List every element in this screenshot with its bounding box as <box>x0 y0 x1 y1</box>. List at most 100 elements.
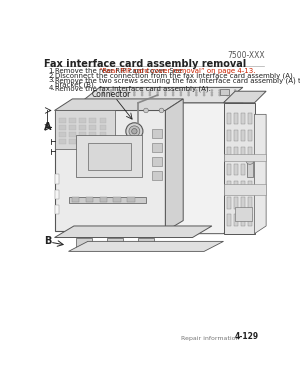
Circle shape <box>110 92 112 94</box>
Bar <box>241 180 245 192</box>
Circle shape <box>134 92 135 94</box>
Bar <box>226 130 231 141</box>
Circle shape <box>118 94 119 96</box>
Circle shape <box>196 92 197 94</box>
Bar <box>248 164 252 175</box>
Bar <box>248 215 252 226</box>
Bar <box>248 130 252 141</box>
Bar <box>107 237 123 247</box>
Circle shape <box>219 94 220 96</box>
Polygon shape <box>165 99 183 231</box>
Circle shape <box>172 90 174 91</box>
Circle shape <box>172 92 174 94</box>
Polygon shape <box>224 91 266 103</box>
Circle shape <box>142 90 143 91</box>
Circle shape <box>134 90 135 91</box>
Bar <box>241 130 245 141</box>
Circle shape <box>110 90 112 91</box>
Bar <box>69 125 76 130</box>
Bar <box>89 125 96 130</box>
Bar <box>241 197 245 209</box>
Bar <box>100 125 106 130</box>
Circle shape <box>196 90 197 91</box>
Circle shape <box>188 92 189 94</box>
Bar <box>226 113 231 124</box>
Circle shape <box>188 90 189 91</box>
Text: Disconnect the connection from the fax interface card assembly (A).: Disconnect the connection from the fax i… <box>55 73 295 79</box>
Bar <box>113 197 121 202</box>
Text: 4.: 4. <box>48 85 55 91</box>
Circle shape <box>149 92 151 94</box>
Bar <box>89 118 96 123</box>
Circle shape <box>235 92 236 94</box>
Bar <box>100 197 107 202</box>
Circle shape <box>132 128 137 134</box>
Bar <box>100 118 106 123</box>
Bar <box>79 132 86 137</box>
Text: Remove the fax interface card assembly (A).: Remove the fax interface card assembly (… <box>55 85 210 92</box>
Text: Repair information: Repair information <box>181 336 239 341</box>
Circle shape <box>203 90 205 91</box>
Circle shape <box>118 90 119 91</box>
Bar <box>248 197 252 209</box>
Bar <box>235 207 252 221</box>
Circle shape <box>144 108 148 113</box>
Circle shape <box>126 94 127 96</box>
Circle shape <box>118 92 119 94</box>
Bar <box>88 143 130 170</box>
Polygon shape <box>55 226 212 237</box>
Polygon shape <box>55 99 183 111</box>
Circle shape <box>103 94 104 96</box>
Circle shape <box>126 90 127 91</box>
Bar <box>152 143 161 152</box>
Circle shape <box>227 94 228 96</box>
Text: Remove the rear RIP card cover. See: Remove the rear RIP card cover. See <box>55 68 184 74</box>
Bar <box>89 132 96 137</box>
Bar <box>234 130 238 141</box>
Text: bracket (B).: bracket (B). <box>55 81 95 88</box>
Bar <box>234 197 238 209</box>
Bar <box>76 135 142 177</box>
Bar <box>226 197 231 209</box>
Bar <box>69 132 76 137</box>
Bar <box>76 237 92 247</box>
Circle shape <box>126 123 143 140</box>
Polygon shape <box>55 111 115 149</box>
Bar <box>79 118 86 123</box>
Bar <box>100 132 106 137</box>
Circle shape <box>165 90 166 91</box>
Circle shape <box>134 94 135 96</box>
Text: 1.: 1. <box>48 68 55 74</box>
Text: 3.: 3. <box>48 77 55 83</box>
Bar <box>247 158 253 177</box>
Circle shape <box>103 90 104 91</box>
Circle shape <box>235 94 236 96</box>
Bar <box>89 139 96 144</box>
Circle shape <box>203 94 205 96</box>
Circle shape <box>211 90 212 91</box>
Circle shape <box>235 90 236 91</box>
Circle shape <box>180 90 181 91</box>
Circle shape <box>165 94 166 96</box>
Circle shape <box>129 126 140 137</box>
Bar <box>248 180 252 192</box>
Bar <box>234 147 238 158</box>
Circle shape <box>149 94 151 96</box>
Circle shape <box>211 92 212 94</box>
Circle shape <box>142 94 143 96</box>
Text: “Rear RIP card cover removal” on page 4-13.: “Rear RIP card cover removal” on page 4-… <box>99 68 255 74</box>
Bar <box>59 132 66 137</box>
Polygon shape <box>68 241 224 251</box>
Bar <box>234 215 238 226</box>
Bar <box>85 197 93 202</box>
Bar <box>55 174 59 184</box>
Bar <box>59 118 66 123</box>
Circle shape <box>165 92 166 94</box>
Circle shape <box>157 90 158 91</box>
Polygon shape <box>224 154 266 161</box>
Bar <box>152 157 161 166</box>
Text: Connector: Connector <box>92 90 131 99</box>
Text: Fax interface card assembly removal: Fax interface card assembly removal <box>44 59 246 69</box>
Bar <box>79 139 86 144</box>
Bar <box>241 215 245 226</box>
